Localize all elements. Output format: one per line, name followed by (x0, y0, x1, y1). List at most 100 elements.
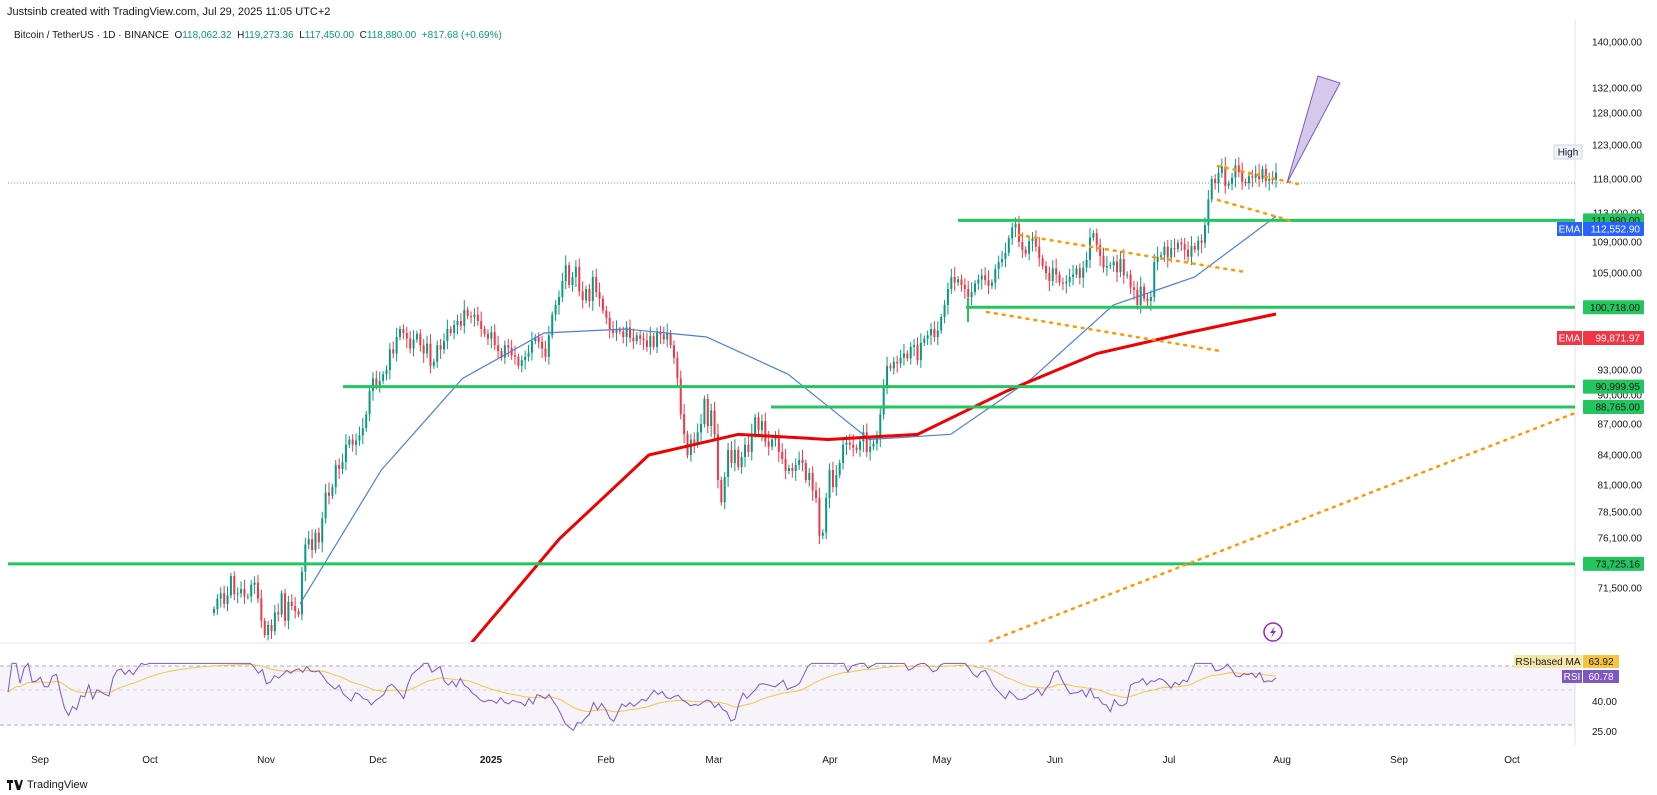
level-price-badge[interactable]: 88,765.00 (1583, 399, 1644, 414)
candle (764, 412, 767, 447)
candle (1092, 230, 1095, 241)
candle-body (1017, 223, 1020, 242)
candle-body (957, 279, 960, 283)
candle-body (1095, 233, 1098, 246)
candle (530, 331, 533, 361)
candle (304, 537, 307, 582)
candle-body (375, 378, 378, 385)
candle-body (388, 349, 391, 370)
candle (703, 395, 706, 428)
wedge-upper-trend[interactable] (1017, 233, 1247, 274)
level-price-badge[interactable]: 100,718.00 (1583, 300, 1644, 315)
ema-name-badge[interactable]: EMA (1557, 222, 1582, 236)
candle-body (1004, 252, 1007, 260)
candle (456, 314, 459, 335)
candle (527, 344, 530, 362)
candle-body (256, 582, 259, 599)
candle-body (963, 285, 966, 289)
rsi-label-badge[interactable]: RSI (1562, 670, 1582, 683)
candle-body (1187, 249, 1190, 257)
ema-name-badge[interactable]: EMA (1557, 331, 1582, 345)
candle-body (439, 345, 442, 350)
candle-body (919, 342, 922, 361)
candle (500, 347, 503, 361)
lightning-icon[interactable] (1263, 622, 1283, 642)
symbol-name[interactable]: Bitcoin / TetherUS · 1D · BINANCE (14, 30, 169, 41)
candle-body (324, 492, 327, 519)
rsi-value-badge[interactable]: 60.78 (1583, 670, 1619, 683)
ema-short-line[interactable] (299, 215, 1277, 605)
candle-body (757, 417, 760, 431)
level-price-badge[interactable]: 90,999.95 (1583, 379, 1644, 394)
candle-body (973, 283, 976, 293)
candle-body (385, 370, 388, 375)
candle-body (794, 465, 797, 471)
candle (290, 594, 293, 611)
candle (382, 371, 385, 384)
candle (483, 325, 486, 337)
high-marker-badge[interactable]: High (1553, 144, 1583, 160)
candle-body (493, 332, 496, 346)
candle-body (331, 487, 334, 496)
ema-price-badge[interactable]: 99,871.97 (1583, 331, 1644, 345)
flag-upper-trend[interactable] (1216, 164, 1300, 186)
ema-name-badge-text: EMA (1559, 334, 1581, 345)
candle (497, 335, 500, 359)
candle-body (608, 317, 611, 329)
ema-price-badge-text: 99,871.97 (1596, 334, 1641, 345)
candle (886, 356, 889, 395)
candle-body (771, 439, 774, 447)
candle-body (933, 329, 936, 337)
candle-body (649, 336, 652, 347)
candle-body (639, 335, 642, 339)
projection-wedge[interactable] (1286, 75, 1341, 184)
candle (219, 587, 222, 608)
candle-body (223, 593, 226, 604)
candle (256, 574, 259, 604)
candle (990, 279, 993, 290)
candle (1254, 165, 1257, 183)
candle-body (497, 345, 500, 352)
candle (1041, 254, 1044, 270)
candle (984, 267, 987, 286)
candle (639, 330, 642, 346)
x-tick-label: Jul (1163, 755, 1176, 766)
ema-price-badge[interactable]: 112,552.90 (1583, 222, 1644, 236)
candle (659, 325, 662, 345)
candle (997, 255, 1000, 280)
candle-body (233, 576, 236, 595)
rsi-ma-label-badge[interactable]: RSI-based MA (1514, 655, 1582, 668)
candle-body (889, 365, 892, 369)
flag-lower-trend[interactable] (1216, 198, 1294, 223)
rsi-ma-value-badge[interactable]: 63.92 (1583, 655, 1619, 668)
candle (564, 255, 567, 290)
candle-body (960, 279, 963, 285)
ema-long-line[interactable] (380, 312, 1277, 701)
rsi-line[interactable] (7, 662, 1277, 732)
wedge-lower-trend[interactable] (985, 310, 1222, 353)
candle (1247, 171, 1250, 190)
candle-body (886, 365, 889, 387)
candle (737, 446, 740, 471)
candle-body (618, 329, 621, 332)
candle (470, 311, 473, 324)
candle (1072, 264, 1075, 286)
level-price-badge[interactable]: 73,725.16 (1583, 556, 1644, 571)
candle-body (453, 325, 456, 333)
ema-name-badge-bg (1557, 331, 1582, 345)
candle (733, 439, 736, 472)
candle-body (744, 444, 746, 457)
candle (1251, 169, 1254, 188)
candle-body (760, 421, 763, 431)
candle-body (689, 439, 692, 455)
long-rising-trend[interactable] (988, 411, 1577, 643)
candle (957, 276, 960, 286)
candle (585, 285, 588, 304)
candle-body (229, 576, 232, 596)
candle (476, 306, 479, 326)
candle (1203, 217, 1206, 248)
y-tick-label: 90,000.00 (1598, 391, 1643, 402)
x-tick-label: Dec (369, 755, 387, 766)
candle (723, 472, 726, 510)
